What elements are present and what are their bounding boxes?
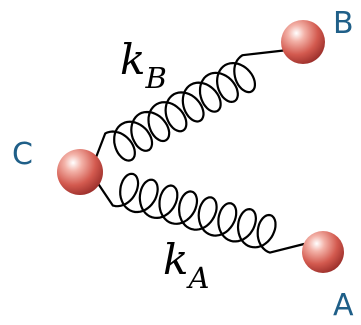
- spring-kB: [93, 48, 290, 162]
- ball-b: [281, 20, 325, 64]
- label-k-b: kB: [120, 35, 167, 95]
- ball-c: [57, 149, 103, 195]
- label-a: A: [333, 288, 354, 323]
- k-b-subscript: B: [144, 61, 166, 95]
- k-a-subscript: A: [185, 261, 209, 295]
- label-c: C: [12, 137, 33, 172]
- k-a-symbol: k: [163, 235, 188, 284]
- k-b-symbol: k: [120, 35, 145, 84]
- label-k-a: kA: [163, 235, 209, 295]
- label-b: B: [333, 6, 354, 41]
- spring-kA: [95, 172, 306, 254]
- ball-a: [302, 231, 344, 273]
